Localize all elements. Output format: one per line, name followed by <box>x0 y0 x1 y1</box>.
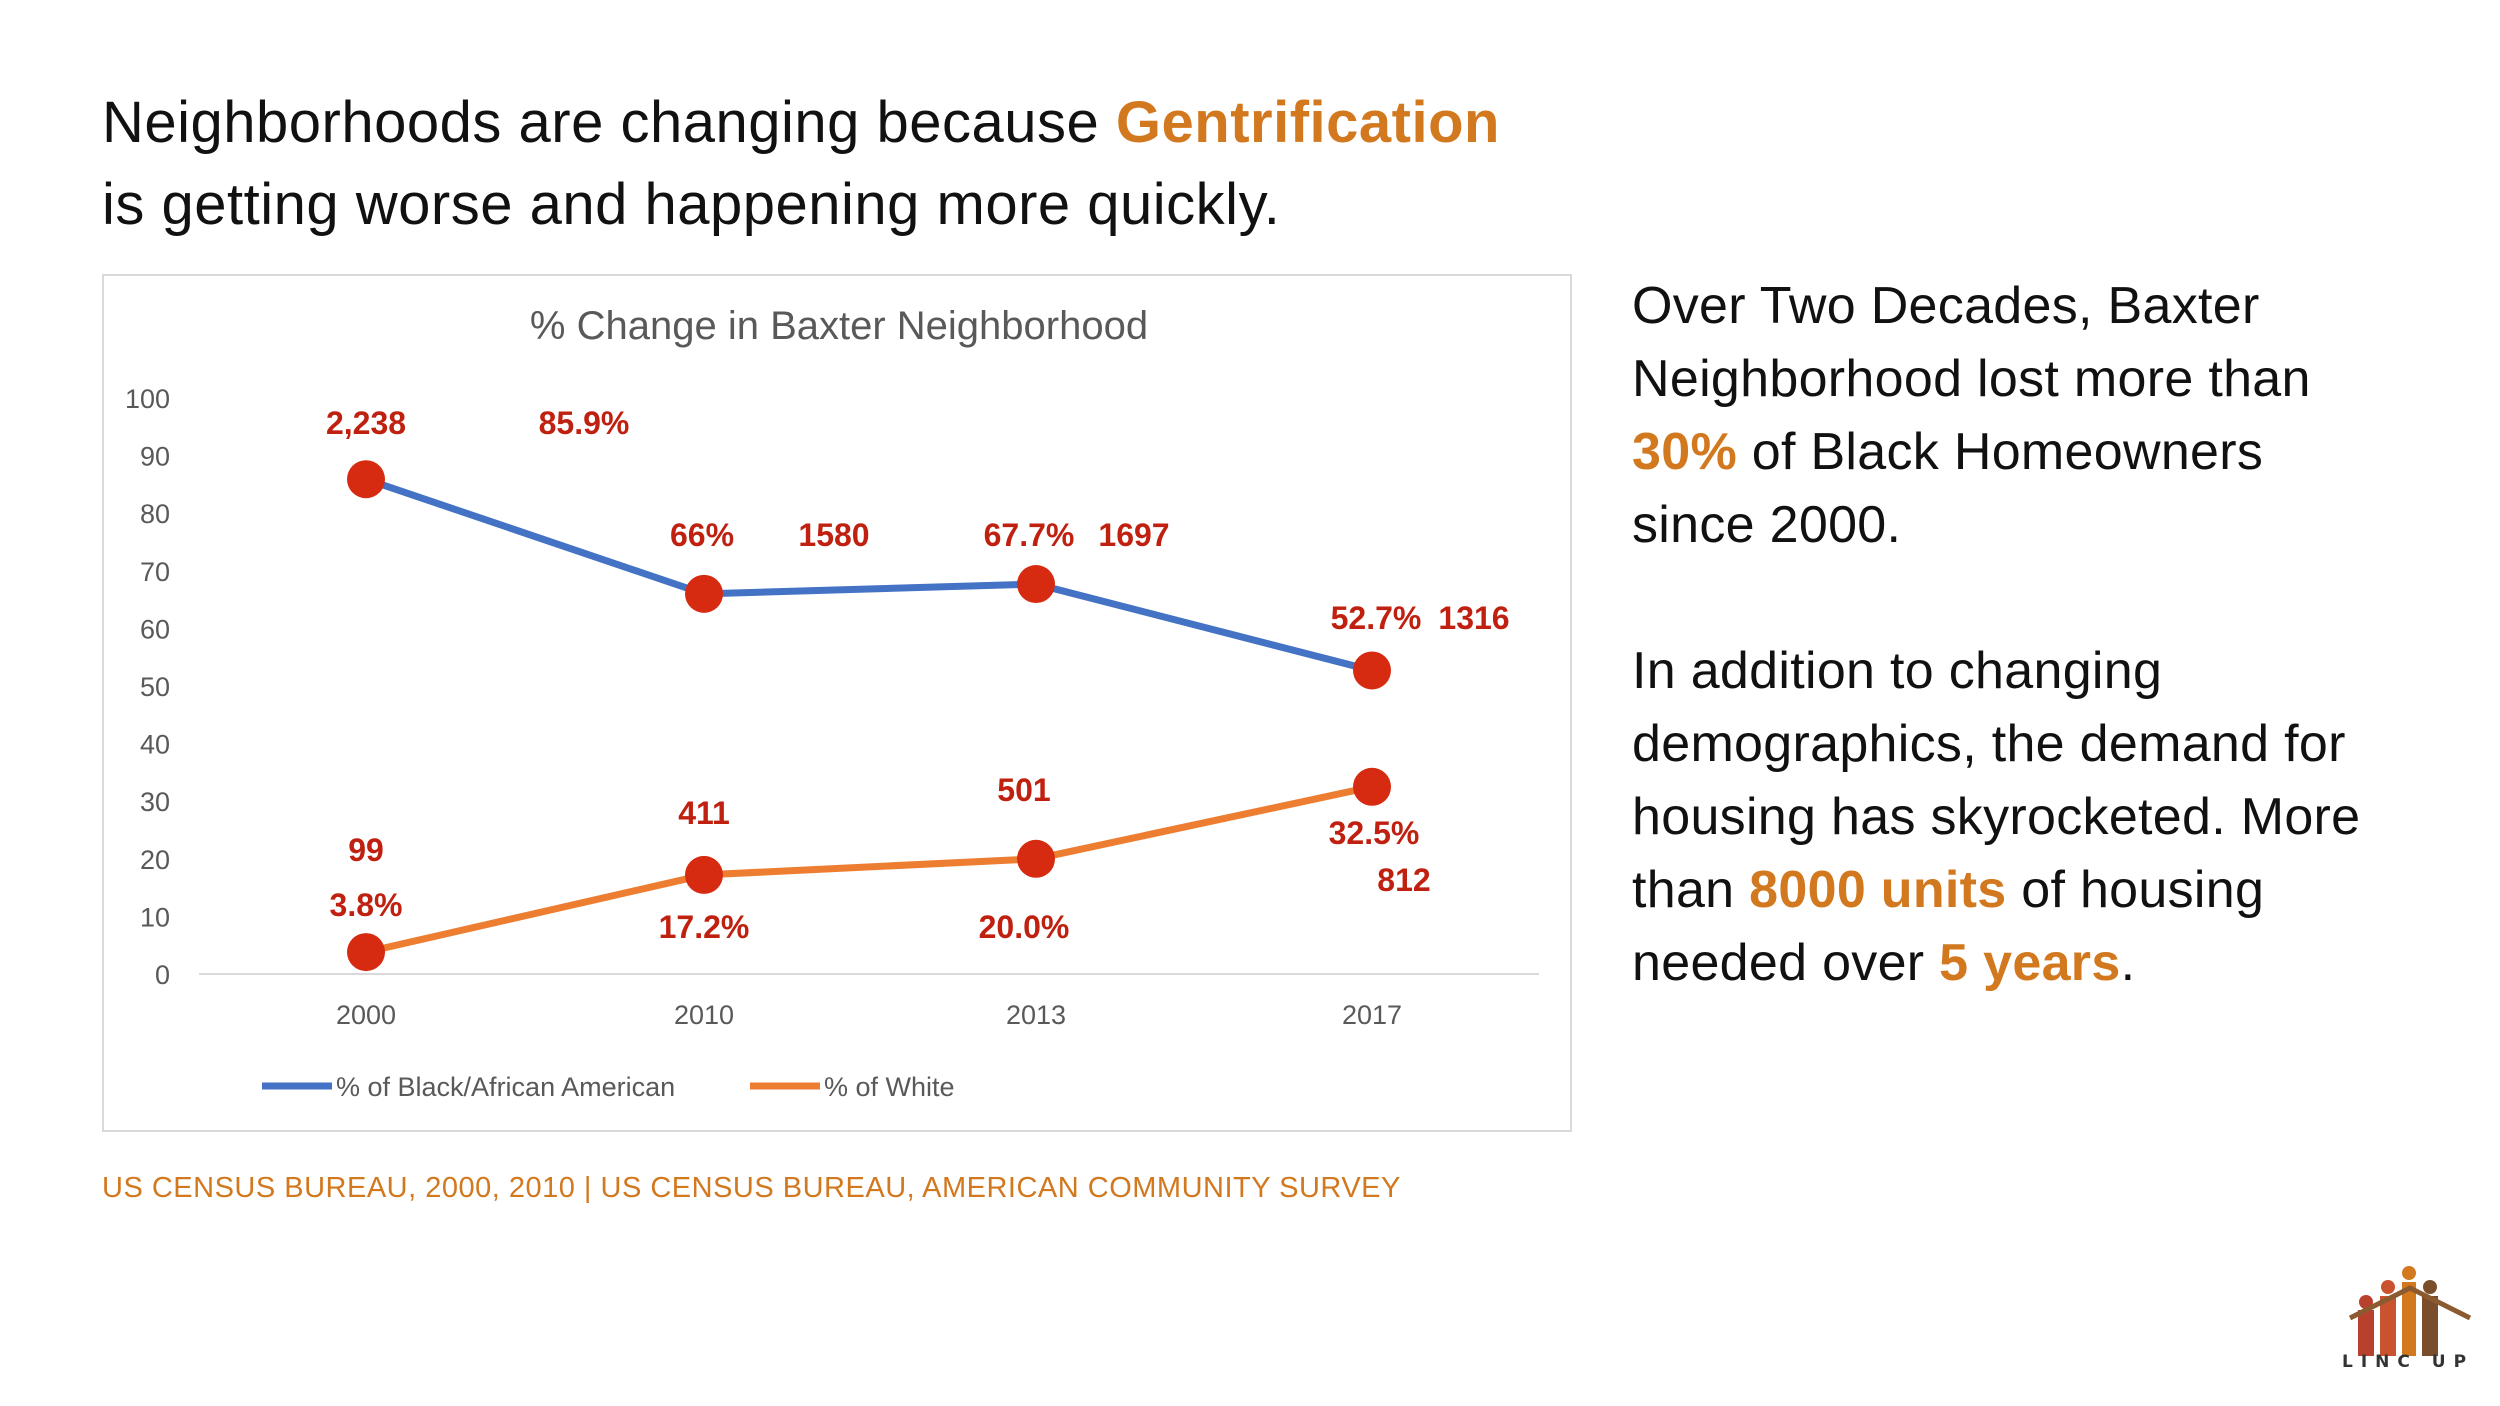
source-citation: US CENSUS BUREAU, 2000, 2010 | US CENSUS… <box>102 1172 1401 1204</box>
x-tick-label: 2017 <box>1342 1000 1402 1030</box>
headline: Neighborhoods are changing because Gentr… <box>102 82 1702 246</box>
data-label-white-pct: 20.0% <box>979 909 1070 945</box>
paragraph-gap <box>1632 562 2392 635</box>
data-point <box>347 460 385 499</box>
y-tick-label: 20 <box>140 845 170 875</box>
side-p1-text-end: of Black Homeowners since 2000. <box>1632 423 2264 554</box>
side-paragraph-1: Over Two Decades, Baxter Neighborhood lo… <box>1632 270 2392 562</box>
legend-label-black: % of Black/African American <box>336 1072 675 1102</box>
data-point <box>1353 651 1391 690</box>
side-p2-accent2: 5 years <box>1939 934 2121 992</box>
data-point <box>685 855 723 894</box>
data-label-black-count: 1697 <box>1098 517 1169 553</box>
y-tick-label: 100 <box>125 384 170 414</box>
x-tick-label: 2010 <box>674 1000 734 1030</box>
chart-title: % Change in Baxter Neighborhood <box>530 304 1148 348</box>
y-tick-label: 40 <box>140 730 170 760</box>
data-label-white-pct: 17.2% <box>659 909 750 945</box>
data-point <box>347 933 385 972</box>
headline-text: Neighborhoods are changing because <box>102 90 1116 155</box>
y-tick-label: 10 <box>140 902 170 932</box>
data-label-black-count: 1316 <box>1438 600 1509 636</box>
y-tick-label: 50 <box>140 672 170 702</box>
headline-accent: Gentrification <box>1115 90 1500 155</box>
y-tick-label: 80 <box>140 499 170 529</box>
side-paragraph-2: In addition to changing demographics, th… <box>1632 635 2392 1000</box>
side-p2-text: In addition to changing demographics, th… <box>1632 642 2361 919</box>
logo-text: LINC UP <box>2342 1352 2475 1372</box>
line-chart: % Change in Baxter Neighborhood 0 10 20 30 40… <box>125 304 1539 1102</box>
data-point <box>1017 839 1055 878</box>
data-label-white-pct: 32.5% <box>1329 815 1420 851</box>
side-p2-accent: 8000 units <box>1749 861 2007 919</box>
data-label-black-pct: 66% <box>670 517 734 553</box>
x-tick-label: 2000 <box>336 1000 396 1030</box>
data-label-white-count: 812 <box>1377 862 1430 898</box>
data-label-white-count: 99 <box>348 832 384 868</box>
data-label-black-count: 1580 <box>798 517 869 553</box>
side-p2-text-mid: of housing needed over <box>1632 861 2265 992</box>
data-point <box>1017 565 1055 604</box>
data-label-white-count: 501 <box>997 772 1050 808</box>
series-line-white <box>365 783 1373 956</box>
data-label-black-count: 2,238 <box>326 405 406 441</box>
data-label-black-pct: 67.7% <box>984 517 1075 553</box>
y-tick-label: 0 <box>155 960 170 990</box>
data-label-black-pct: 52.7% <box>1331 600 1422 636</box>
data-label-white-count: 411 <box>678 795 730 831</box>
series-line-black <box>364 475 1373 674</box>
legend-label-white: % of White <box>824 1072 955 1102</box>
data-point <box>1353 767 1391 806</box>
data-label-white-pct: 3.8% <box>330 887 403 923</box>
side-text: Over Two Decades, Baxter Neighborhood lo… <box>1632 270 2392 1000</box>
data-label-black-pct: 85.9% <box>539 405 630 441</box>
linc-up-logo-icon <box>2348 1266 2472 1356</box>
x-tick-label: 2013 <box>1006 1000 1066 1030</box>
y-tick-label: 30 <box>140 787 170 817</box>
headline-line2: is getting worse and happening more quic… <box>102 172 1281 237</box>
y-tick-label: 60 <box>140 614 170 644</box>
y-tick-label: 90 <box>140 442 170 472</box>
y-tick-label: 70 <box>140 557 170 587</box>
data-point <box>685 574 723 613</box>
side-p1-text: Over Two Decades, Baxter Neighborhood lo… <box>1632 277 2311 408</box>
chart-container: % Change in Baxter Neighborhood 0 10 20 30 40… <box>102 274 1572 1132</box>
side-p2-text-end: . <box>2120 934 2136 992</box>
side-p1-accent: 30% <box>1632 423 1737 481</box>
